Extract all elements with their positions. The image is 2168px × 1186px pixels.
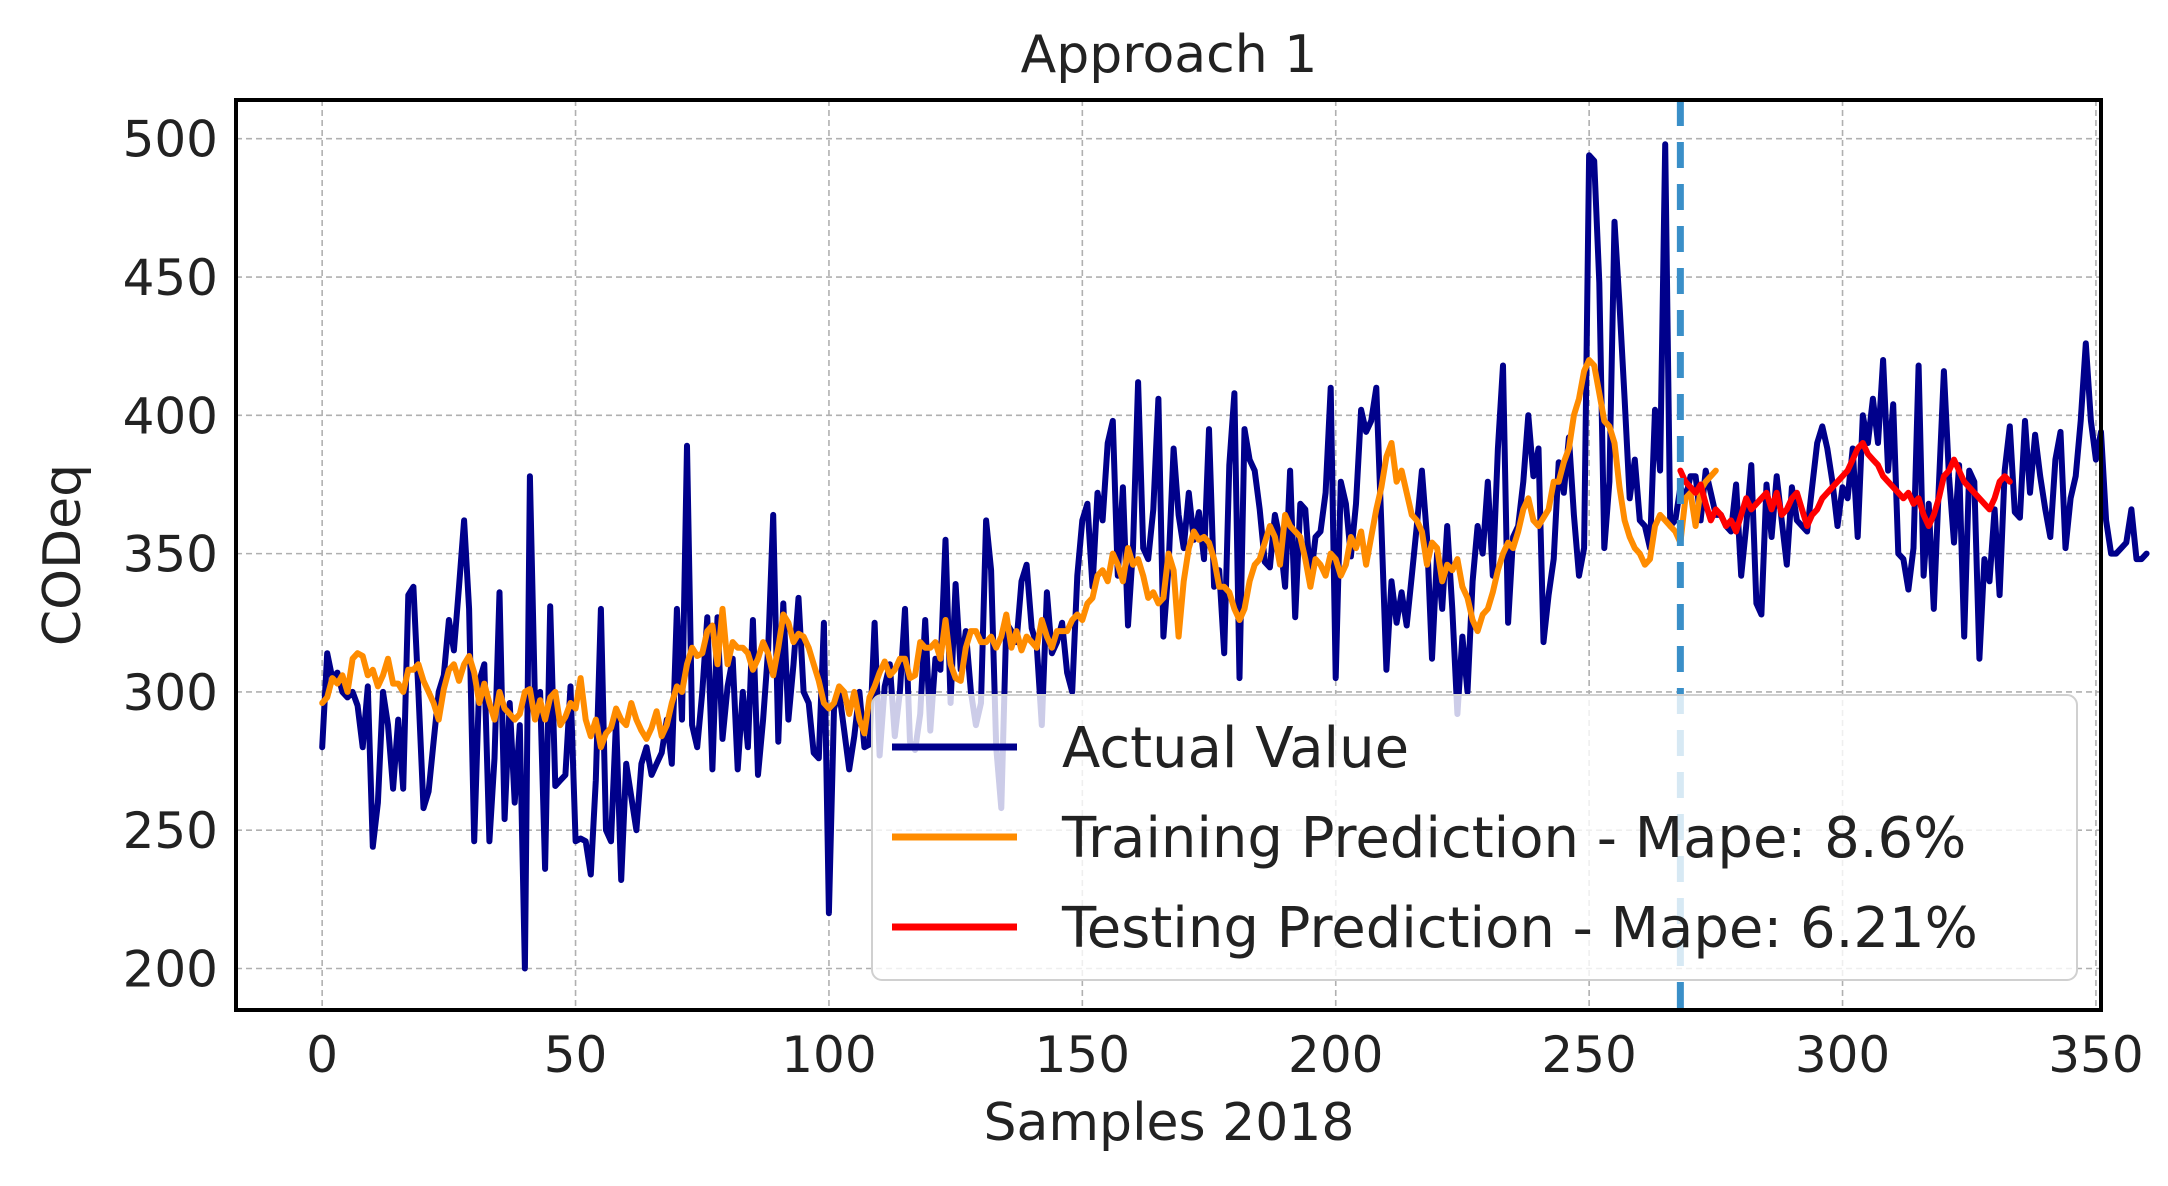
- x-tick-label: 350: [2048, 1026, 2143, 1084]
- x-tick-label: 150: [1035, 1026, 1130, 1084]
- legend: Actual Value Training Prediction - Mape: …: [871, 694, 2078, 981]
- plot-frame: [234, 98, 2103, 1012]
- x-axis-label: Samples 2018: [984, 1093, 1355, 1153]
- legend-box: [871, 694, 2078, 981]
- x-tick-label: 300: [1795, 1026, 1890, 1084]
- y-tick-label: 400: [123, 387, 218, 445]
- y-tick-label: 500: [123, 111, 218, 169]
- legend-label-testing: Testing Prediction - Mape: 6.21%: [1061, 896, 1978, 961]
- x-tick-label: 200: [1288, 1026, 1383, 1084]
- series-line-testing: [1677, 440, 2013, 535]
- chart-title: Approach 1: [1021, 25, 1318, 85]
- y-tick-label: 200: [123, 941, 218, 999]
- legend-label-training: Training Prediction - Mape: 8.6%: [1061, 806, 1966, 871]
- axis-ticks: 0 50 100 150 200 250 300 350 200 250 300 350 400 450 5…: [123, 111, 2144, 1084]
- x-tick-label: 100: [781, 1026, 876, 1084]
- y-tick-label: 250: [123, 802, 218, 860]
- x-tick-label: 0: [306, 1026, 338, 1084]
- series-line-actual: [319, 141, 2150, 972]
- y-tick-label: 350: [123, 526, 218, 584]
- series-line-training: [319, 357, 1719, 751]
- x-tick-label: 250: [1541, 1026, 1636, 1084]
- x-tick-label: 50: [544, 1026, 608, 1084]
- y-tick-label: 450: [123, 249, 218, 307]
- y-axis-label: CODeq: [33, 464, 93, 646]
- y-tick-label: 300: [123, 664, 218, 722]
- legend-label-actual: Actual Value: [1062, 716, 1409, 781]
